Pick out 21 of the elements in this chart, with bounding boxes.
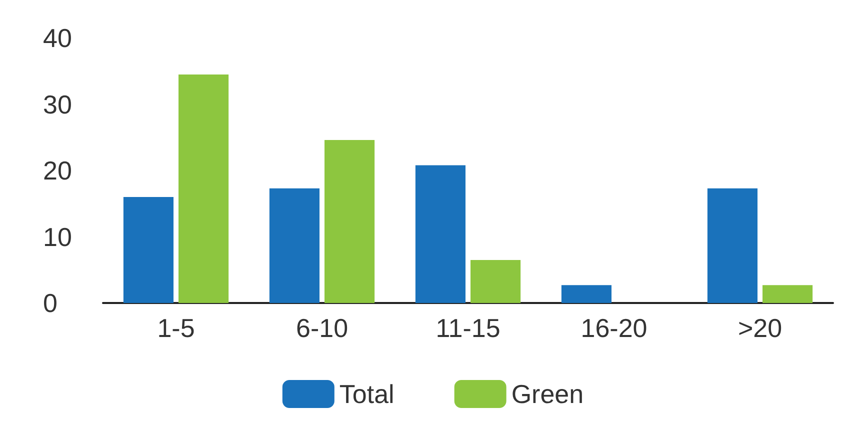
bar <box>762 285 813 303</box>
legend-label: Total <box>339 379 394 409</box>
x-tick-label: 6-10 <box>296 313 348 343</box>
y-tick-label: 30 <box>43 89 72 120</box>
x-tick-label: 16-20 <box>580 313 648 343</box>
bar <box>415 165 466 303</box>
legend-label: Green <box>511 379 584 409</box>
bar <box>324 140 375 303</box>
y-tick-label: 10 <box>43 222 72 252</box>
y-tick-label: 40 <box>43 23 72 53</box>
x-tick-label: 1-5 <box>157 313 195 343</box>
bar <box>470 260 521 303</box>
bar <box>178 74 229 303</box>
x-tick-label: 11-15 <box>436 313 500 343</box>
y-tick-label: 20 <box>43 156 72 186</box>
y-tick-label: 0 <box>43 288 58 318</box>
x-tick-label: >20 <box>738 313 782 343</box>
bar <box>561 285 612 303</box>
bar <box>269 188 320 303</box>
bar <box>123 197 174 303</box>
bar <box>707 188 758 303</box>
